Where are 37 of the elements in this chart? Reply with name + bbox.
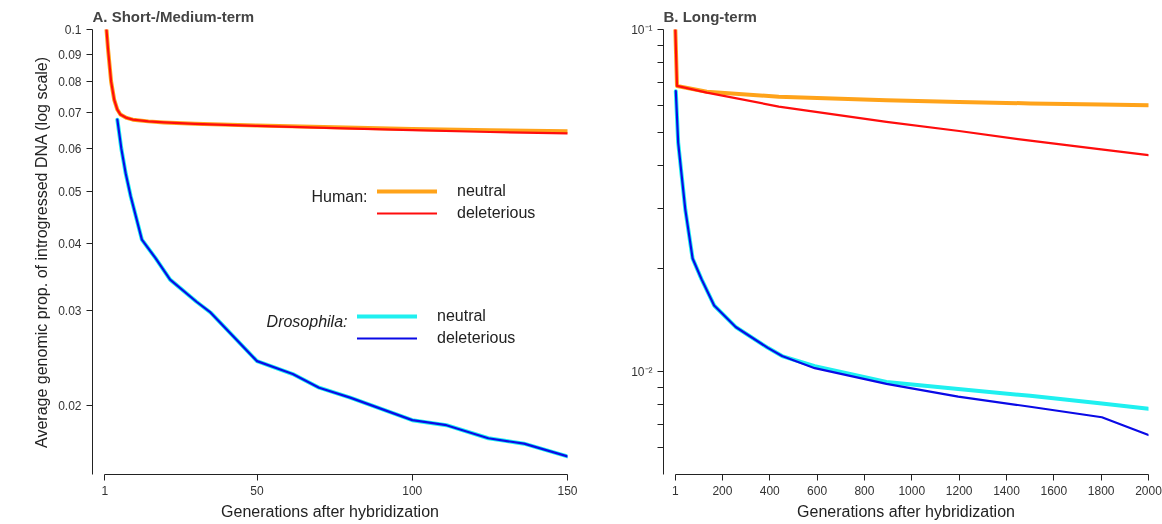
- x-tick-label: 400: [759, 483, 781, 498]
- chart-title: B. Long-term: [663, 7, 757, 25]
- y-tick-label: 10⁻¹: [631, 22, 653, 37]
- y-tick-label: 0.08: [58, 75, 82, 90]
- x-tick-label: 1600: [1040, 483, 1068, 498]
- y-tick-label: 0.06: [58, 142, 82, 157]
- x-tick-label: 50: [250, 483, 265, 498]
- annotation: Human:: [311, 188, 368, 205]
- y-tick-label: 0.07: [58, 106, 82, 121]
- x-axis-title: Generations after hybridization: [221, 502, 439, 520]
- x-tick-label: 1200: [945, 483, 973, 498]
- legend-label: deleterious: [457, 203, 537, 223]
- x-tick-label: 2000: [1135, 483, 1162, 498]
- x-tick-label: 800: [854, 483, 875, 498]
- x-tick-label: 150: [557, 483, 578, 498]
- x-tick-label: 1: [101, 483, 109, 498]
- y-tick-label: 0.1: [64, 23, 82, 37]
- y-axis-title: Average genomic prop. of introgressed DNA (log scale): [33, 56, 51, 448]
- chart-title: A. Short-/Medium-term: [92, 7, 255, 25]
- legend-label: neutral: [457, 181, 507, 201]
- legend-label: neutral: [437, 306, 487, 326]
- x-tick-label: 1: [672, 483, 679, 498]
- x-tick-label: 1400: [993, 483, 1021, 498]
- x-tick-label: 200: [712, 483, 733, 498]
- y-tick-label: 0.05: [58, 185, 82, 200]
- x-axis-title: Generations after hybridization: [797, 502, 1015, 520]
- x-tick-label: 100: [402, 483, 423, 498]
- annotation: Drosophila:: [266, 313, 348, 330]
- y-tick-label: 0.02: [58, 399, 82, 414]
- y-tick-label: 0.04: [58, 237, 82, 252]
- x-tick-label: 1800: [1087, 483, 1115, 498]
- y-tick-label: 10⁻²: [631, 364, 653, 379]
- x-tick-label: 1000: [898, 483, 926, 498]
- y-tick-label: 0.03: [58, 304, 82, 319]
- legend-label: deleterious: [437, 328, 517, 348]
- x-tick-label: 600: [807, 483, 828, 498]
- y-tick-label: 0.09: [58, 47, 82, 62]
